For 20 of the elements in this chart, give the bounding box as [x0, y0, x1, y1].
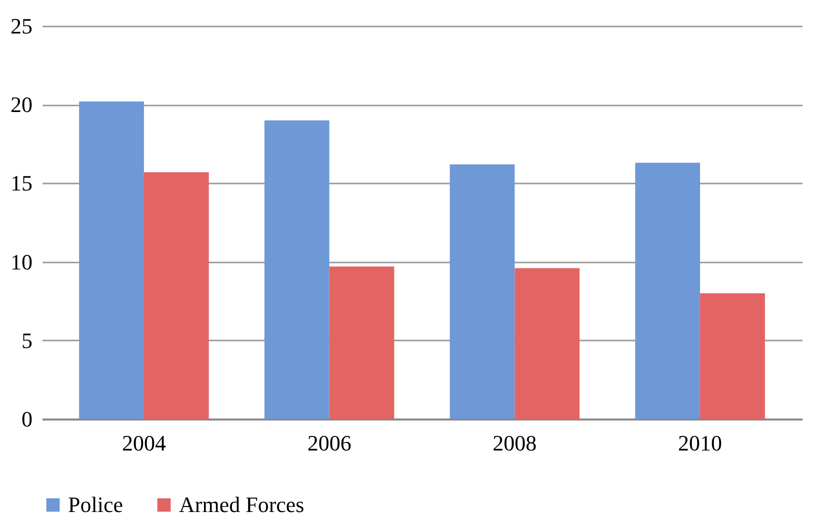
y-tick-label: 25	[10, 14, 32, 38]
bar	[79, 101, 144, 419]
bar	[635, 162, 700, 419]
x-tick-label: 2008	[492, 430, 537, 456]
bar	[700, 293, 765, 419]
bar	[514, 268, 580, 419]
y-tick-label: 15	[10, 170, 32, 196]
bar	[329, 266, 394, 419]
y-tick-label: 20	[10, 92, 32, 118]
bar	[264, 120, 330, 419]
legend-label: Armed Forces	[179, 492, 304, 517]
bar	[450, 164, 515, 419]
x-tick-label: 2004	[122, 430, 166, 456]
y-tick-label: 0	[22, 406, 32, 432]
y-tick-label: 10	[10, 249, 32, 274]
x-tick-label: 2006	[307, 430, 352, 456]
bar	[144, 172, 209, 419]
y-tick-label: 5	[22, 328, 32, 353]
x-tick-label: 2010	[678, 430, 722, 456]
legend-label: Police	[68, 492, 123, 517]
